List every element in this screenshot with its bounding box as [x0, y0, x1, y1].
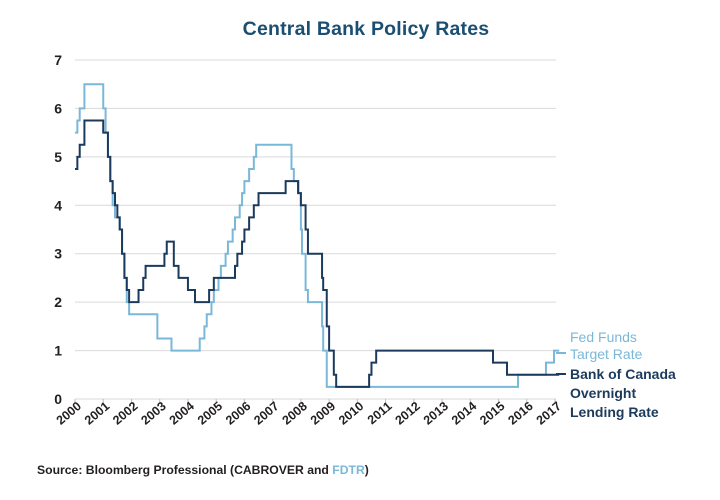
svg-text:2011: 2011 [365, 399, 395, 427]
svg-text:2: 2 [54, 294, 62, 310]
svg-text:Target Rate: Target Rate [570, 346, 643, 362]
svg-text:2015: 2015 [477, 399, 507, 428]
svg-text:5: 5 [54, 149, 62, 165]
svg-text:4: 4 [54, 197, 62, 213]
svg-text:2005: 2005 [195, 399, 225, 428]
svg-text:2016: 2016 [505, 399, 535, 428]
svg-text:0: 0 [54, 391, 62, 407]
svg-text:2014: 2014 [449, 399, 479, 428]
svg-text:7: 7 [54, 52, 62, 68]
svg-text:1: 1 [54, 343, 62, 359]
svg-text:Lending Rate: Lending Rate [570, 404, 659, 420]
svg-text:2002: 2002 [110, 399, 140, 428]
svg-text:2013: 2013 [421, 399, 451, 428]
svg-text:2004: 2004 [167, 399, 197, 428]
svg-text:2001: 2001 [82, 399, 112, 428]
svg-text:2010: 2010 [336, 399, 366, 428]
svg-text:3: 3 [54, 246, 62, 262]
svg-text:Overnight: Overnight [570, 385, 636, 401]
svg-text:2007: 2007 [251, 399, 281, 428]
svg-text:2009: 2009 [308, 399, 338, 428]
svg-text:2012: 2012 [393, 399, 423, 428]
svg-text:2017: 2017 [534, 399, 564, 428]
svg-text:2003: 2003 [138, 399, 168, 428]
svg-text:Fed Funds: Fed Funds [570, 329, 637, 345]
svg-text:Bank of Canada: Bank of Canada [570, 366, 676, 382]
svg-text:2008: 2008 [280, 399, 310, 428]
svg-text:2006: 2006 [223, 399, 253, 428]
svg-text:6: 6 [54, 100, 62, 116]
